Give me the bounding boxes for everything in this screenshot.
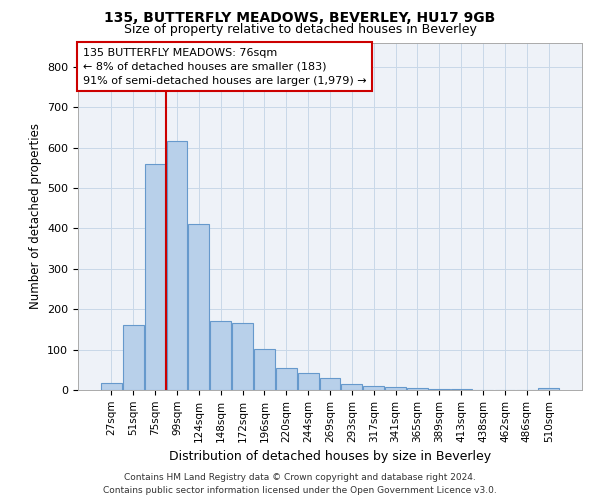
Bar	[210, 322, 231, 390]
Bar	[101, 382, 122, 390]
Text: 135 BUTTERFLY MEADOWS: 76sqm
← 8% of detached houses are smaller (183)
91% of se: 135 BUTTERFLY MEADOWS: 76sqm ← 8% of det…	[83, 48, 367, 86]
Bar	[276, 368, 296, 390]
Bar	[232, 324, 253, 390]
Bar	[320, 378, 340, 390]
Bar	[341, 384, 362, 390]
Bar	[429, 389, 450, 390]
Bar	[123, 326, 143, 390]
Text: Contains HM Land Registry data © Crown copyright and database right 2024.
Contai: Contains HM Land Registry data © Crown c…	[103, 474, 497, 495]
Bar	[145, 164, 166, 390]
Text: Size of property relative to detached houses in Beverley: Size of property relative to detached ho…	[124, 22, 476, 36]
Bar	[538, 388, 559, 390]
Bar	[188, 224, 209, 390]
X-axis label: Distribution of detached houses by size in Beverley: Distribution of detached houses by size …	[169, 450, 491, 463]
Bar	[298, 373, 319, 390]
Bar	[364, 386, 384, 390]
Text: 135, BUTTERFLY MEADOWS, BEVERLEY, HU17 9GB: 135, BUTTERFLY MEADOWS, BEVERLEY, HU17 9…	[104, 11, 496, 25]
Y-axis label: Number of detached properties: Number of detached properties	[29, 123, 41, 309]
Bar	[385, 387, 406, 390]
Bar	[451, 389, 472, 390]
Bar	[407, 388, 428, 390]
Bar	[254, 349, 275, 390]
Bar	[167, 142, 187, 390]
